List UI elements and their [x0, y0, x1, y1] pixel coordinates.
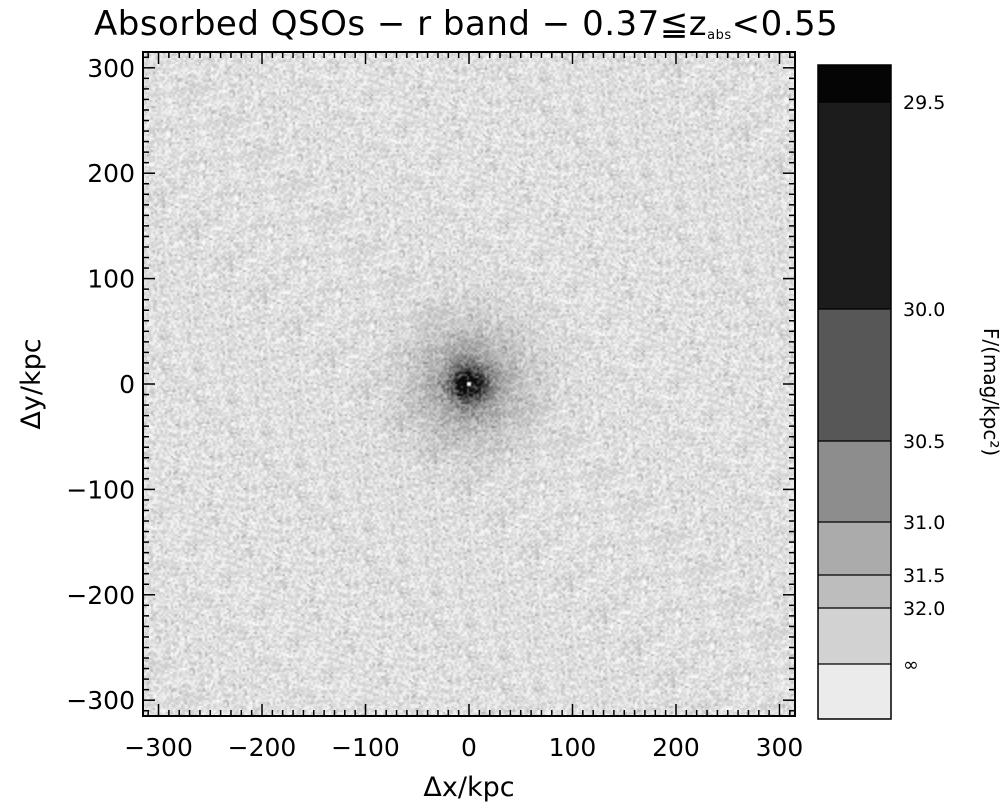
colorbar-tick-label: 30.0 [903, 299, 945, 321]
colorbar-segment [818, 575, 891, 608]
x-tick-label: 100 [549, 733, 597, 762]
x-tick-label: −100 [331, 733, 400, 762]
y-tick-label: 100 [87, 265, 135, 294]
x-tick-label: 0 [461, 733, 477, 762]
colorbar-segment [818, 522, 891, 575]
y-tick-label: 200 [87, 159, 135, 188]
y-tick-label: 0 [119, 370, 135, 399]
colorbar-segment [818, 441, 891, 522]
colorbar-tick-label: 29.5 [903, 92, 945, 114]
title-main: Absorbed QSOs − r band − 0.37≦z [94, 4, 708, 44]
x-tick-label: −200 [228, 733, 297, 762]
colorbar-tick-label: 32.0 [903, 598, 945, 620]
axes: −300 −200 −100 0 100 200 300 −300 −200 −100 0 100 20… [66, 51, 804, 762]
colorbar: 29.5 30.0 30.5 31.0 31.5 32.0 ∞ [817, 64, 945, 720]
title-suffix: <0.55 [731, 4, 839, 44]
colorbar-tick-label: 31.5 [903, 565, 945, 587]
y-tick-label: −100 [66, 475, 135, 504]
colorbar-segment [818, 608, 891, 664]
image-layer [143, 52, 795, 716]
colorbar-segment [818, 309, 891, 441]
x-tick-label: 200 [652, 733, 700, 762]
colorbar-frame [817, 64, 892, 720]
colorbar-segment [818, 102, 891, 309]
x-tick-label: −300 [124, 733, 193, 762]
colorbar-tick-label: 31.0 [903, 512, 945, 534]
y-tick-label: −300 [66, 686, 135, 715]
x-tick-label: 300 [756, 733, 804, 762]
x-axis-label: Δx/kpc [423, 772, 514, 803]
y-axis-label: Δy/kpc [16, 338, 47, 429]
colorbar-segment [818, 664, 891, 719]
colorbar-tick-label: 30.5 [903, 431, 945, 453]
colorbar-segment [818, 65, 891, 102]
y-tick-label: −200 [66, 581, 135, 610]
colorbar-label: F/(mag/kpc²) [979, 328, 1001, 456]
y-tick-label: 300 [87, 54, 135, 83]
heatmap-image [143, 52, 795, 716]
chart-title: Absorbed QSOs − r band − 0.37≦zabs<0.55 [94, 2, 854, 46]
colorbar-tick-label: ∞ [903, 654, 919, 676]
title-subscript: abs [707, 28, 732, 43]
